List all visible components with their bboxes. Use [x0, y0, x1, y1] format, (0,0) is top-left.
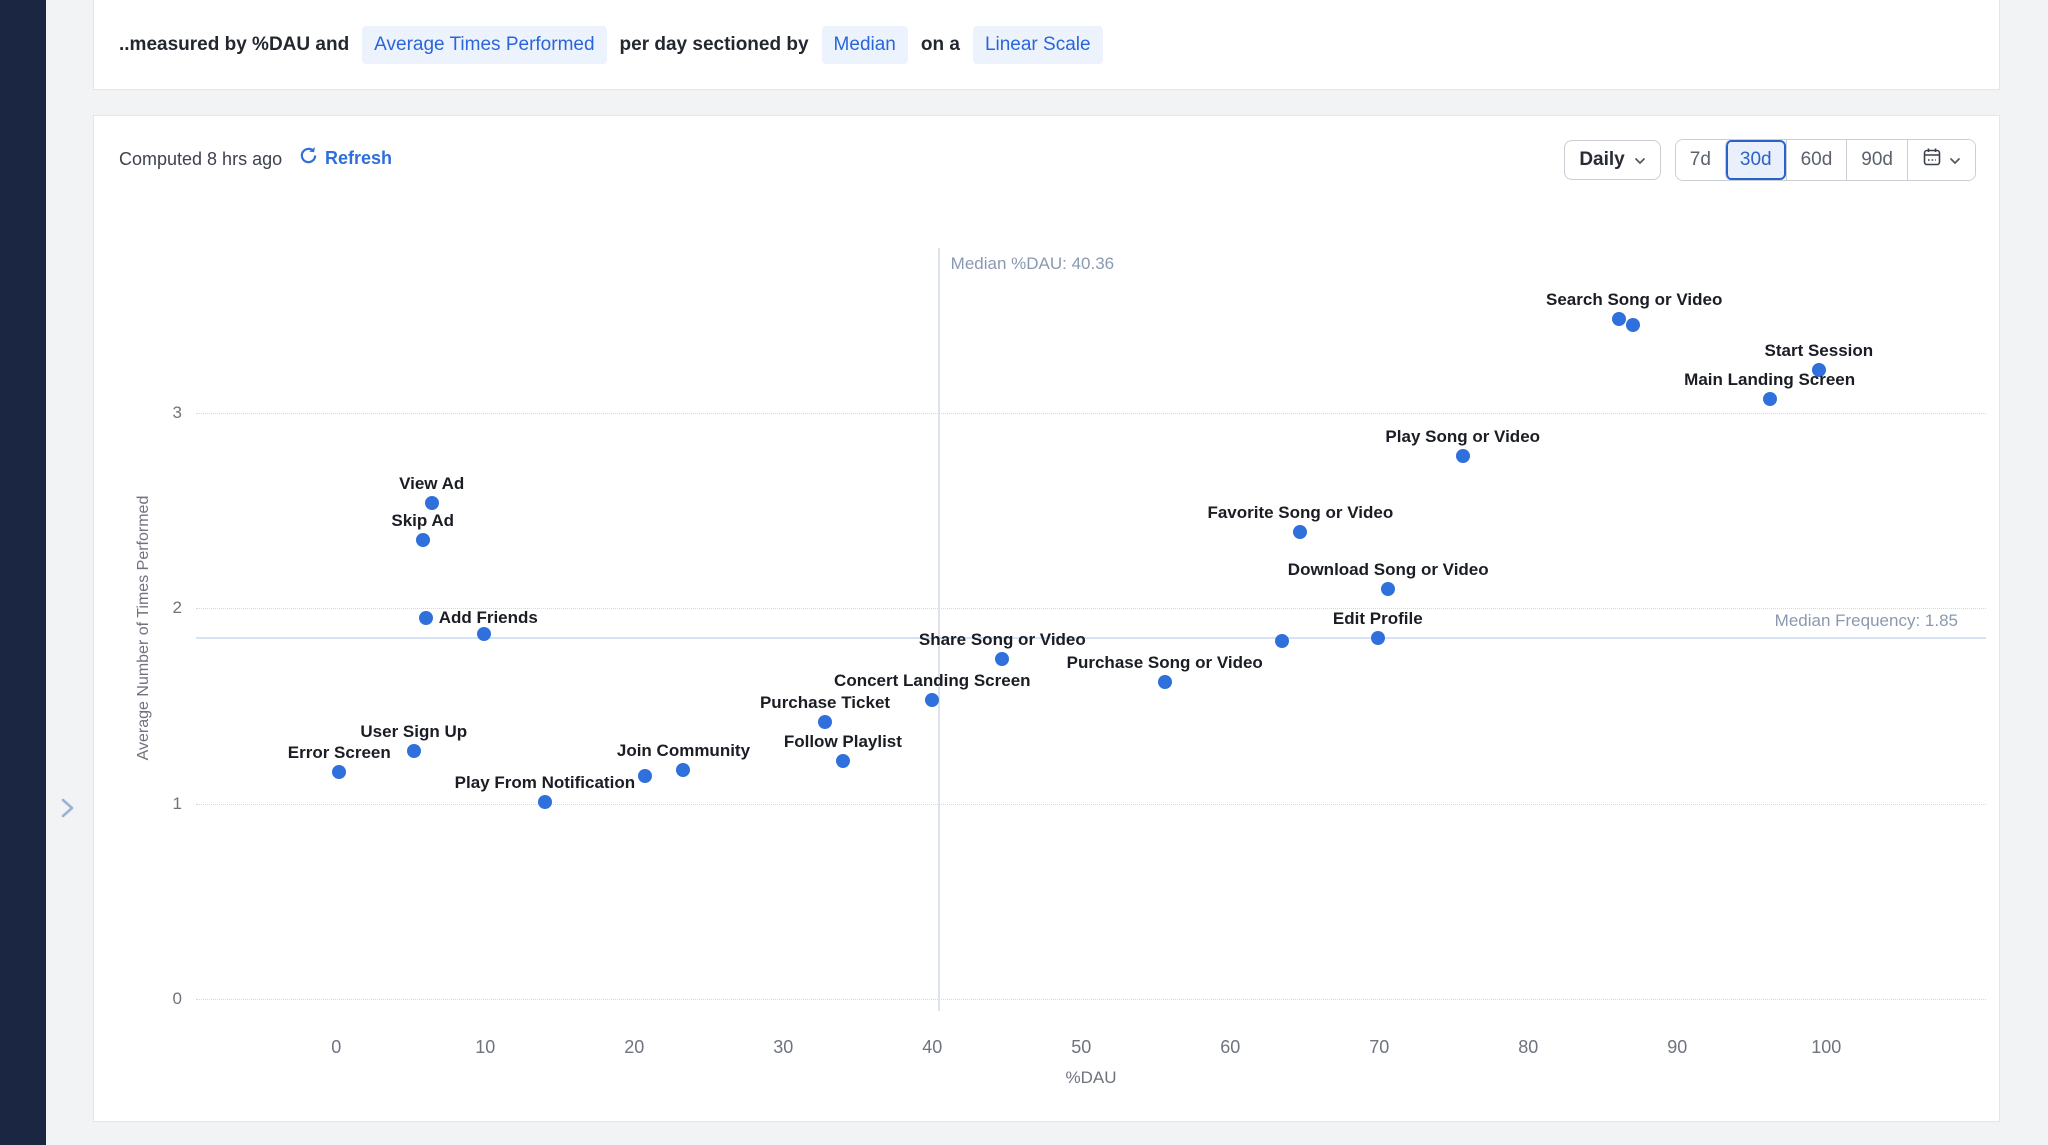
scatter-point-view-ad[interactable] [424, 495, 439, 510]
point-label-play-song-or-video: Play Song or Video [1385, 426, 1541, 446]
point-label-purchase-ticket: Purchase Ticket [759, 692, 891, 712]
chart-card: Computed 8 hrs ago Refresh Daily 7d 30d … [93, 115, 2000, 1122]
scatter-point-search-song-or-video[interactable] [1612, 312, 1627, 326]
range-7d-button[interactable]: 7d [1675, 140, 1725, 180]
x-tick-label: 40 [922, 1037, 943, 1057]
scatter-point-join-community[interactable] [676, 763, 691, 778]
scatter-point-start-session[interactable] [1811, 362, 1826, 377]
scatter-point-play-song-or-video[interactable] [1455, 448, 1470, 463]
scatter-point-main-landing-screen[interactable] [1762, 392, 1777, 407]
range-90d-button[interactable]: 90d [1846, 140, 1907, 180]
on-a-text: on a [920, 33, 960, 55]
x-tick-label: 20 [624, 1037, 645, 1057]
range-30d-button[interactable]: 30d [1724, 140, 1786, 180]
time-controls: Daily 7d 30d 60d 90d [1564, 139, 1976, 181]
section-selector-pill[interactable]: Median [821, 25, 908, 64]
refresh-icon [299, 146, 318, 170]
gridline-y-0 [196, 999, 1986, 1000]
range-60d-button[interactable]: 60d [1785, 140, 1847, 180]
point-label-error-screen: Error Screen [287, 743, 391, 763]
x-tick-label: 30 [773, 1037, 794, 1057]
point-label-user-sign-up: User Sign Up [360, 721, 468, 741]
measurement-definition-bar: ..measured by %DAU and Average Times Per… [93, 0, 2000, 90]
x-tick-label: 90 [1667, 1037, 1688, 1057]
point-label-play-from-notification: Play From Notification [454, 772, 636, 792]
scatter-point-unlabeled[interactable] [1625, 317, 1640, 332]
x-tick-label: 80 [1518, 1037, 1539, 1057]
measured-by-text: ..measured by %DAU and [119, 33, 350, 55]
x-tick-label: 100 [1811, 1037, 1842, 1057]
scatter-point-favorite-song-or-video[interactable] [1293, 524, 1308, 539]
point-label-skip-ad: Skip Ad [391, 510, 455, 530]
y-tick-label: 0 [172, 989, 182, 1008]
point-label-edit-profile: Edit Profile [1332, 608, 1423, 628]
scatter-point-share-song-or-video[interactable] [995, 652, 1010, 666]
point-label-download-song-or-video: Download Song or Video [1287, 559, 1489, 579]
date-range-group: 7d 30d 60d 90d [1674, 139, 1976, 181]
interval-label: Daily [1579, 149, 1625, 170]
x-tick-label: 0 [331, 1037, 342, 1057]
metric-selector-pill[interactable]: Average Times Performed [362, 25, 607, 64]
median-y-line [196, 636, 1986, 639]
median-y-label: Median Frequency: 1.85 [1774, 610, 1958, 630]
y-tick-label: 1 [172, 793, 182, 813]
refresh-button[interactable]: Refresh [299, 146, 392, 170]
median-x-line [937, 248, 940, 1011]
scatter-point-edit-profile[interactable] [1370, 630, 1385, 645]
x-axis-label: %DAU [1065, 1068, 1117, 1087]
point-label-search-song-or-video: Search Song or Video [1546, 290, 1723, 309]
scale-selector-pill[interactable]: Linear Scale [972, 25, 1103, 64]
x-tick-label: 60 [1220, 1037, 1241, 1057]
x-tick-label: 70 [1369, 1037, 1390, 1057]
x-tick-label: 50 [1071, 1037, 1092, 1057]
gridline-y-2 [196, 608, 1986, 610]
point-label-join-community: Join Community [616, 741, 751, 761]
point-label-view-ad: View Ad [399, 473, 465, 493]
y-tick-label: 2 [172, 598, 182, 618]
calendar-icon [1922, 147, 1942, 173]
custom-date-button[interactable] [1907, 140, 1975, 180]
y-tick-label: 3 [172, 402, 182, 422]
point-label-follow-playlist: Follow Playlist [783, 731, 902, 751]
point-label-add-friends: Add Friends [438, 607, 538, 627]
chevron-right-icon [60, 796, 75, 823]
plot-area: 0 1 2 3 0 10 20 30 40 50 60 70 80 90 100 %DAU Median %DA… [94, 116, 1999, 1121]
x-tick-label: 10 [475, 1037, 496, 1057]
scatter-point-concert-landing-screen[interactable] [925, 693, 940, 708]
point-label-main-landing-screen: Main Landing Screen [1684, 370, 1856, 390]
scatter-point-purchase-ticket[interactable] [818, 714, 833, 729]
sectioned-by-text: per day sectioned by [619, 33, 809, 55]
sidebar-expand-button[interactable] [52, 792, 82, 826]
left-sidebar [0, 0, 46, 1145]
scatter-point-download-song-or-video[interactable] [1381, 581, 1396, 596]
median-x-label: Median %DAU: 40.36 [950, 254, 1115, 273]
scatter-point-unlabeled[interactable] [1275, 634, 1290, 649]
computed-timestamp: Computed 8 hrs ago [119, 149, 283, 169]
point-label-purchase-song-or-video: Purchase Song or Video [1066, 653, 1263, 673]
scatter-point-play-from-notification[interactable] [537, 794, 552, 809]
point-label-favorite-song-or-video: Favorite Song or Video [1207, 502, 1394, 522]
interval-dropdown[interactable]: Daily [1564, 140, 1661, 180]
point-label-concert-landing-screen: Concert Landing Screen [834, 671, 1031, 691]
scatter-point-error-screen[interactable] [332, 765, 347, 780]
scatter-point-purchase-song-or-video[interactable] [1157, 675, 1172, 690]
chevron-down-icon [1634, 149, 1646, 171]
refresh-label: Refresh [325, 147, 393, 168]
scatter-point-follow-playlist[interactable] [835, 753, 850, 768]
point-label-share-song-or-video: Share Song or Video [918, 630, 1086, 649]
scatter-point-add-friends[interactable] [418, 610, 433, 625]
scatter-point-unlabeled[interactable] [637, 769, 652, 784]
gridline-y-3 [196, 412, 1986, 414]
chevron-down-icon [1949, 149, 1961, 171]
scatter-point-unlabeled[interactable] [476, 626, 491, 641]
point-label-start-session: Start Session [1764, 340, 1874, 360]
gridline-y-1 [196, 803, 1986, 805]
scatter-point-user-sign-up[interactable] [406, 743, 421, 758]
scatter-point-skip-ad[interactable] [415, 532, 430, 547]
